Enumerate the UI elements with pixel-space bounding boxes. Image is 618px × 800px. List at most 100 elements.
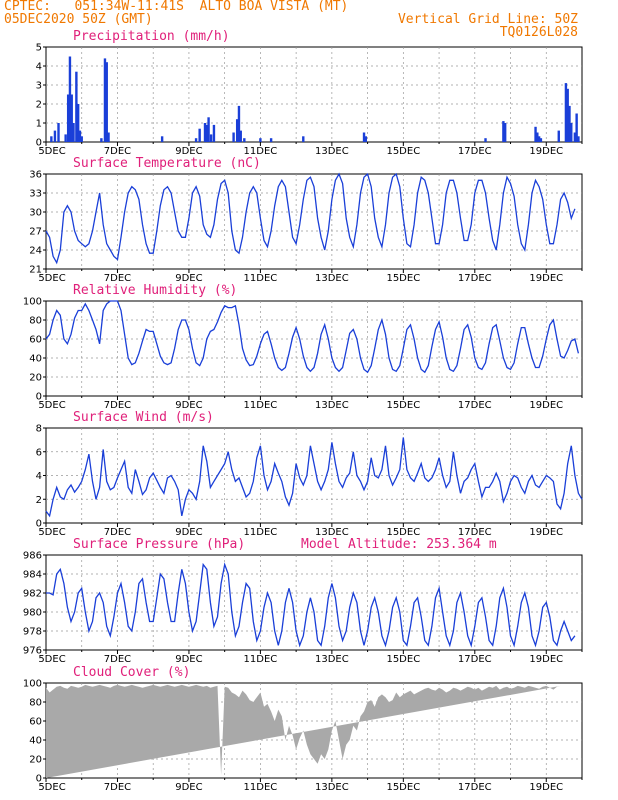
precip-title: Precipitation (mm/h) [72, 29, 231, 44]
precip-bar [209, 134, 213, 142]
y-tick-label: 40 [29, 354, 42, 365]
date-header: 05DEC2020 50Z (GMT) [4, 12, 153, 27]
precip-bar [103, 58, 107, 142]
y-tick-label: 20 [29, 755, 42, 766]
x-tick-label: 15DEC [386, 273, 420, 284]
precip-bar [237, 105, 241, 142]
x-tick-label: 13DEC [315, 782, 349, 793]
precip-bar [570, 123, 573, 142]
x-tick-label: 13DEC [315, 146, 349, 157]
x-tick-label: 15DEC [386, 654, 420, 665]
precip-bar [537, 136, 541, 142]
x-tick-label: 9DEC [175, 527, 202, 538]
precip-bar [534, 126, 537, 142]
y-tick-label: 0 [36, 138, 42, 149]
x-tick-label: 15DEC [386, 400, 420, 411]
x-tick-label: 9DEC [175, 146, 202, 157]
x-tick-label: 7DEC [104, 527, 131, 538]
panel-frame [45, 46, 583, 143]
series-line [45, 172, 576, 265]
x-tick-label: 11DEC [244, 273, 278, 284]
y-tick-label: 24 [29, 246, 42, 257]
y-tick-label: 36 [29, 170, 42, 181]
precip-bar [66, 94, 70, 142]
rh-title: Relative Humidity (%) [72, 283, 239, 298]
y-tick-label: 986 [23, 551, 42, 562]
precip-bar [362, 132, 366, 142]
x-tick-label: 11DEC [244, 146, 278, 157]
precip-bar [198, 128, 201, 142]
x-tick-label: 19DEC [529, 527, 563, 538]
y-tick-label: 80 [29, 698, 42, 709]
precip-bar [194, 138, 198, 142]
x-tick-label: 15DEC [386, 782, 420, 793]
precip-bar [243, 138, 246, 142]
precip-bar [207, 117, 210, 142]
precip-bar [364, 136, 368, 142]
precip-bar [503, 123, 507, 142]
precip-bar [100, 138, 103, 142]
precip-bar [72, 123, 75, 142]
precip-bar [557, 130, 560, 142]
y-tick-label: 4 [36, 471, 42, 482]
series-line [45, 300, 580, 374]
x-tick-label: 17DEC [458, 400, 492, 411]
cloud-area [46, 684, 561, 778]
precip-bar [575, 113, 578, 142]
x-tick-label: 19DEC [529, 782, 563, 793]
panel-frame [45, 300, 583, 397]
x-tick-label: 19DEC [529, 273, 563, 284]
precip-bar [573, 132, 577, 142]
precip-bar [53, 130, 57, 142]
x-tick-label: 9DEC [175, 273, 202, 284]
y-tick-label: 5 [36, 43, 42, 54]
x-tick-label: 5DEC [38, 146, 65, 157]
x-tick-label: 17DEC [458, 782, 492, 793]
precip-bar [566, 88, 569, 142]
precip-bar [568, 105, 571, 142]
x-tick-label: 15DEC [386, 527, 420, 538]
station-header: CPTEC: 051:34W-11:41S ALTO BOA VISTA (MT… [4, 0, 349, 14]
precip-bar [269, 138, 273, 142]
x-tick-label: 11DEC [244, 527, 278, 538]
y-tick-label: 1 [36, 119, 42, 130]
y-tick-label: 27 [29, 227, 42, 238]
x-tick-label: 13DEC [315, 400, 349, 411]
x-tick-label: 7DEC [104, 654, 131, 665]
y-tick-label: 4 [36, 62, 42, 73]
y-tick-label: 2 [36, 100, 42, 111]
x-tick-label: 5DEC [38, 400, 65, 411]
y-tick-label: 33 [29, 189, 42, 200]
x-tick-label: 7DEC [104, 273, 131, 284]
grid-note: Vertical Grid Line: 50Z [397, 12, 578, 27]
y-tick-label: 978 [23, 627, 42, 638]
y-tick-label: 982 [23, 589, 42, 600]
x-tick-label: 17DEC [458, 146, 492, 157]
x-tick-label: 13DEC [315, 273, 349, 284]
x-tick-label: 5DEC [38, 273, 65, 284]
y-tick-label: 30 [29, 208, 42, 219]
precip-bar [64, 134, 67, 142]
precip-bar [484, 138, 487, 142]
precip-bar [78, 130, 82, 142]
y-tick-label: 984 [23, 570, 42, 581]
y-tick-label: 980 [23, 608, 42, 619]
panel-frame [45, 554, 583, 651]
x-tick-label: 17DEC [458, 654, 492, 665]
x-tick-label: 11DEC [244, 782, 278, 793]
y-tick-label: 3 [36, 81, 42, 92]
precip-bar [68, 56, 72, 142]
y-tick-label: 0 [36, 519, 42, 530]
run-code: TQ0126L028 [499, 25, 578, 40]
x-tick-label: 7DEC [104, 782, 131, 793]
panel-frame [45, 173, 583, 270]
x-tick-label: 5DEC [38, 527, 65, 538]
precip-bar [212, 124, 216, 142]
precip-bar [203, 123, 207, 142]
y-tick-label: 976 [23, 646, 42, 657]
model-altitude: Model Altitude: 253.364 m [300, 537, 498, 552]
precip-bar [235, 119, 239, 142]
x-tick-label: 7DEC [104, 146, 131, 157]
precip-bar [536, 132, 539, 142]
